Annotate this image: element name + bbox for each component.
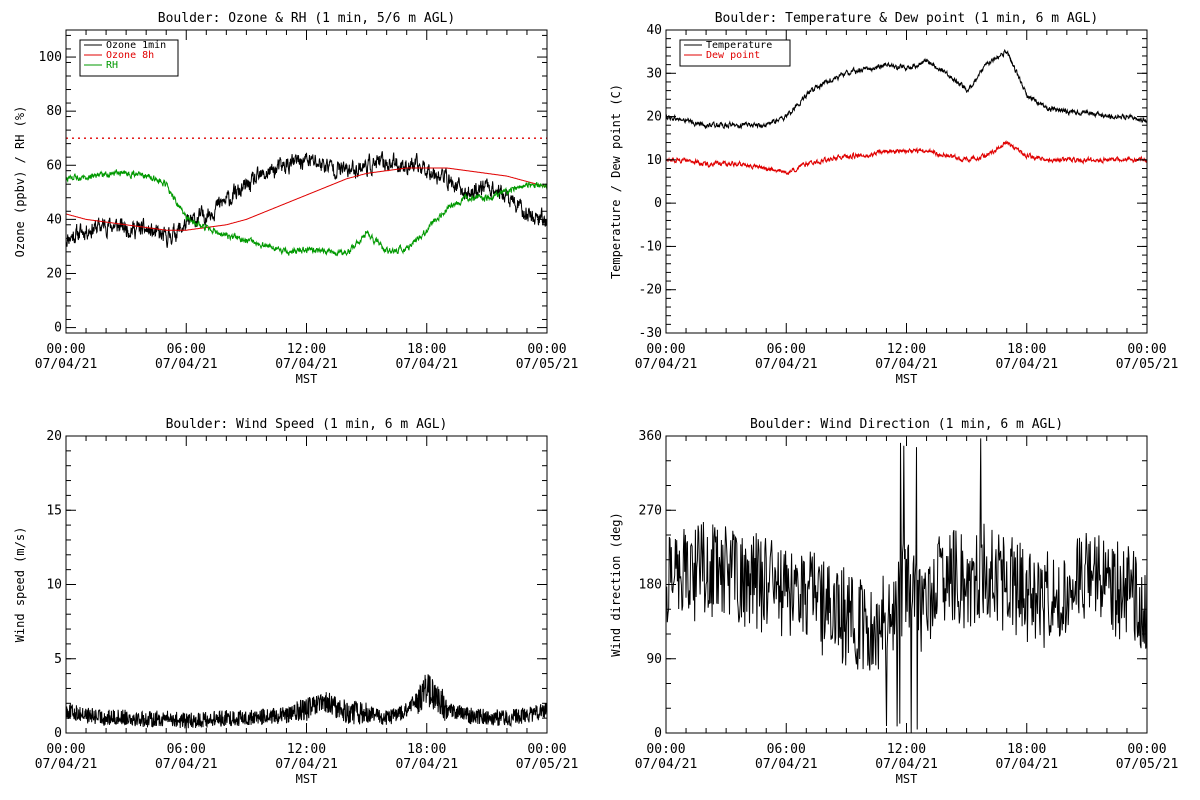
x-tick-date: 07/04/21 xyxy=(35,357,98,372)
x-tick-date: 07/04/21 xyxy=(155,757,218,772)
x-tick-date: 07/05/21 xyxy=(516,757,579,772)
legend-label: Ozone 1min xyxy=(106,40,166,51)
y-tick-label: 80 xyxy=(46,104,62,119)
x-tick-time: 18:00 xyxy=(1007,742,1046,757)
x-tick-time: 00:00 xyxy=(646,742,685,757)
x-tick-date: 07/04/21 xyxy=(155,357,218,372)
y-axis-label: Wind speed (m/s) xyxy=(13,527,27,643)
chart-panel-4: Boulder: Wind Direction (1 min, 6 m AGL)… xyxy=(609,417,1178,786)
y-tick-label: 10 xyxy=(46,578,62,593)
y-tick-label: 15 xyxy=(46,503,62,518)
series-line-2 xyxy=(665,140,1148,176)
y-tick-label: 0 xyxy=(54,726,62,741)
y-tick-label: 0 xyxy=(654,726,662,741)
y-tick-label: 100 xyxy=(39,50,62,65)
series-line-2 xyxy=(65,167,548,231)
x-tick-time: 06:00 xyxy=(167,742,206,757)
x-tick-time: 06:00 xyxy=(767,742,806,757)
x-tick-time: 12:00 xyxy=(287,742,326,757)
x-tick-time: 18:00 xyxy=(407,742,446,757)
y-tick-label: 20 xyxy=(646,110,662,125)
y-tick-label: 90 xyxy=(646,652,662,667)
y-axis-label: Temperature / Dew point (C) xyxy=(609,84,623,279)
series-line-1 xyxy=(665,438,1148,733)
x-tick-time: 12:00 xyxy=(287,342,326,357)
x-tick-date: 07/04/21 xyxy=(755,757,818,772)
y-tick-label: -20 xyxy=(639,283,662,298)
y-tick-label: 60 xyxy=(46,158,62,173)
x-tick-date: 07/04/21 xyxy=(995,357,1058,372)
y-tick-label: 270 xyxy=(639,503,662,518)
x-tick-time: 00:00 xyxy=(1127,742,1166,757)
chart-panel-1: Boulder: Ozone & RH (1 min, 5/6 m AGL) 0 2… xyxy=(13,11,578,386)
x-tick-date: 07/05/21 xyxy=(516,357,579,372)
x-tick-time: 00:00 xyxy=(527,742,566,757)
x-tick-date: 07/04/21 xyxy=(635,357,698,372)
x-tick-time: 00:00 xyxy=(1127,342,1166,357)
x-tick-time: 00:00 xyxy=(646,342,685,357)
x-axis-label: MST xyxy=(296,772,318,786)
x-tick-time: 00:00 xyxy=(527,342,566,357)
legend-label: Temperature xyxy=(706,40,772,51)
plot-frame xyxy=(65,435,548,734)
x-tick-time: 00:00 xyxy=(46,342,85,357)
y-tick-label: 180 xyxy=(639,578,662,593)
legend-label: Dew point xyxy=(706,50,760,61)
x-axis-label: MST xyxy=(896,372,918,386)
x-tick-time: 12:00 xyxy=(887,742,926,757)
y-tick-label: 0 xyxy=(654,196,662,211)
chart-title: Boulder: Wind Speed (1 min, 6 m AGL) xyxy=(166,417,448,432)
y-tick-label: 10 xyxy=(646,153,662,168)
chart-panel-2: Boulder: Temperature & Dew point (1 min,… xyxy=(609,11,1178,386)
legend-label: RH xyxy=(106,60,118,71)
x-tick-date: 07/04/21 xyxy=(395,357,458,372)
x-tick-date: 07/04/21 xyxy=(755,357,818,372)
x-tick-time: 18:00 xyxy=(407,342,446,357)
y-tick-label: 0 xyxy=(54,321,62,336)
y-axis-label: Ozone (ppbv) / RH (%) xyxy=(13,106,27,258)
x-tick-time: 12:00 xyxy=(887,342,926,357)
x-tick-date: 07/04/21 xyxy=(875,357,938,372)
series-line-3 xyxy=(65,169,548,257)
x-tick-date: 07/05/21 xyxy=(1116,357,1179,372)
y-tick-label: 360 xyxy=(639,429,662,444)
y-tick-label: -10 xyxy=(639,239,662,254)
x-tick-date: 07/04/21 xyxy=(275,357,338,372)
y-tick-label: 20 xyxy=(46,266,62,281)
legend-label: Ozone 8h xyxy=(106,50,154,61)
x-axis-label: MST xyxy=(896,772,918,786)
x-tick-date: 07/04/21 xyxy=(875,757,938,772)
x-tick-time: 06:00 xyxy=(167,342,206,357)
x-tick-date: 07/05/21 xyxy=(1116,757,1179,772)
x-tick-date: 07/04/21 xyxy=(395,757,458,772)
y-axis-label: Wind direction (deg) xyxy=(609,512,623,657)
x-tick-date: 07/04/21 xyxy=(35,757,98,772)
y-tick-label: 30 xyxy=(646,66,662,81)
y-tick-label: 40 xyxy=(646,23,662,38)
y-tick-label: 5 xyxy=(54,652,62,667)
chart-title: Boulder: Ozone & RH (1 min, 5/6 m AGL) xyxy=(158,11,455,26)
x-tick-date: 07/04/21 xyxy=(635,757,698,772)
y-tick-label: -30 xyxy=(639,326,662,341)
legend-box xyxy=(79,39,179,77)
chart-panel-3: Boulder: Wind Speed (1 min, 6 m AGL) 0 5 10… xyxy=(13,417,578,786)
y-tick-label: 40 xyxy=(46,212,62,227)
series-line-1 xyxy=(665,49,1148,130)
x-tick-time: 06:00 xyxy=(767,342,806,357)
y-tick-label: 20 xyxy=(46,429,62,444)
x-axis-label: MST xyxy=(296,372,318,386)
x-tick-date: 07/04/21 xyxy=(995,757,1058,772)
series-line-1 xyxy=(65,151,548,248)
legend-box xyxy=(679,39,791,67)
chart-title: Boulder: Wind Direction (1 min, 6 m AGL) xyxy=(750,417,1063,432)
x-tick-time: 00:00 xyxy=(46,742,85,757)
x-tick-date: 07/04/21 xyxy=(275,757,338,772)
x-tick-time: 18:00 xyxy=(1007,342,1046,357)
plot-frame xyxy=(665,29,1148,334)
chart-title: Boulder: Temperature & Dew point (1 min,… xyxy=(715,11,1099,26)
series-line-1 xyxy=(65,674,548,729)
